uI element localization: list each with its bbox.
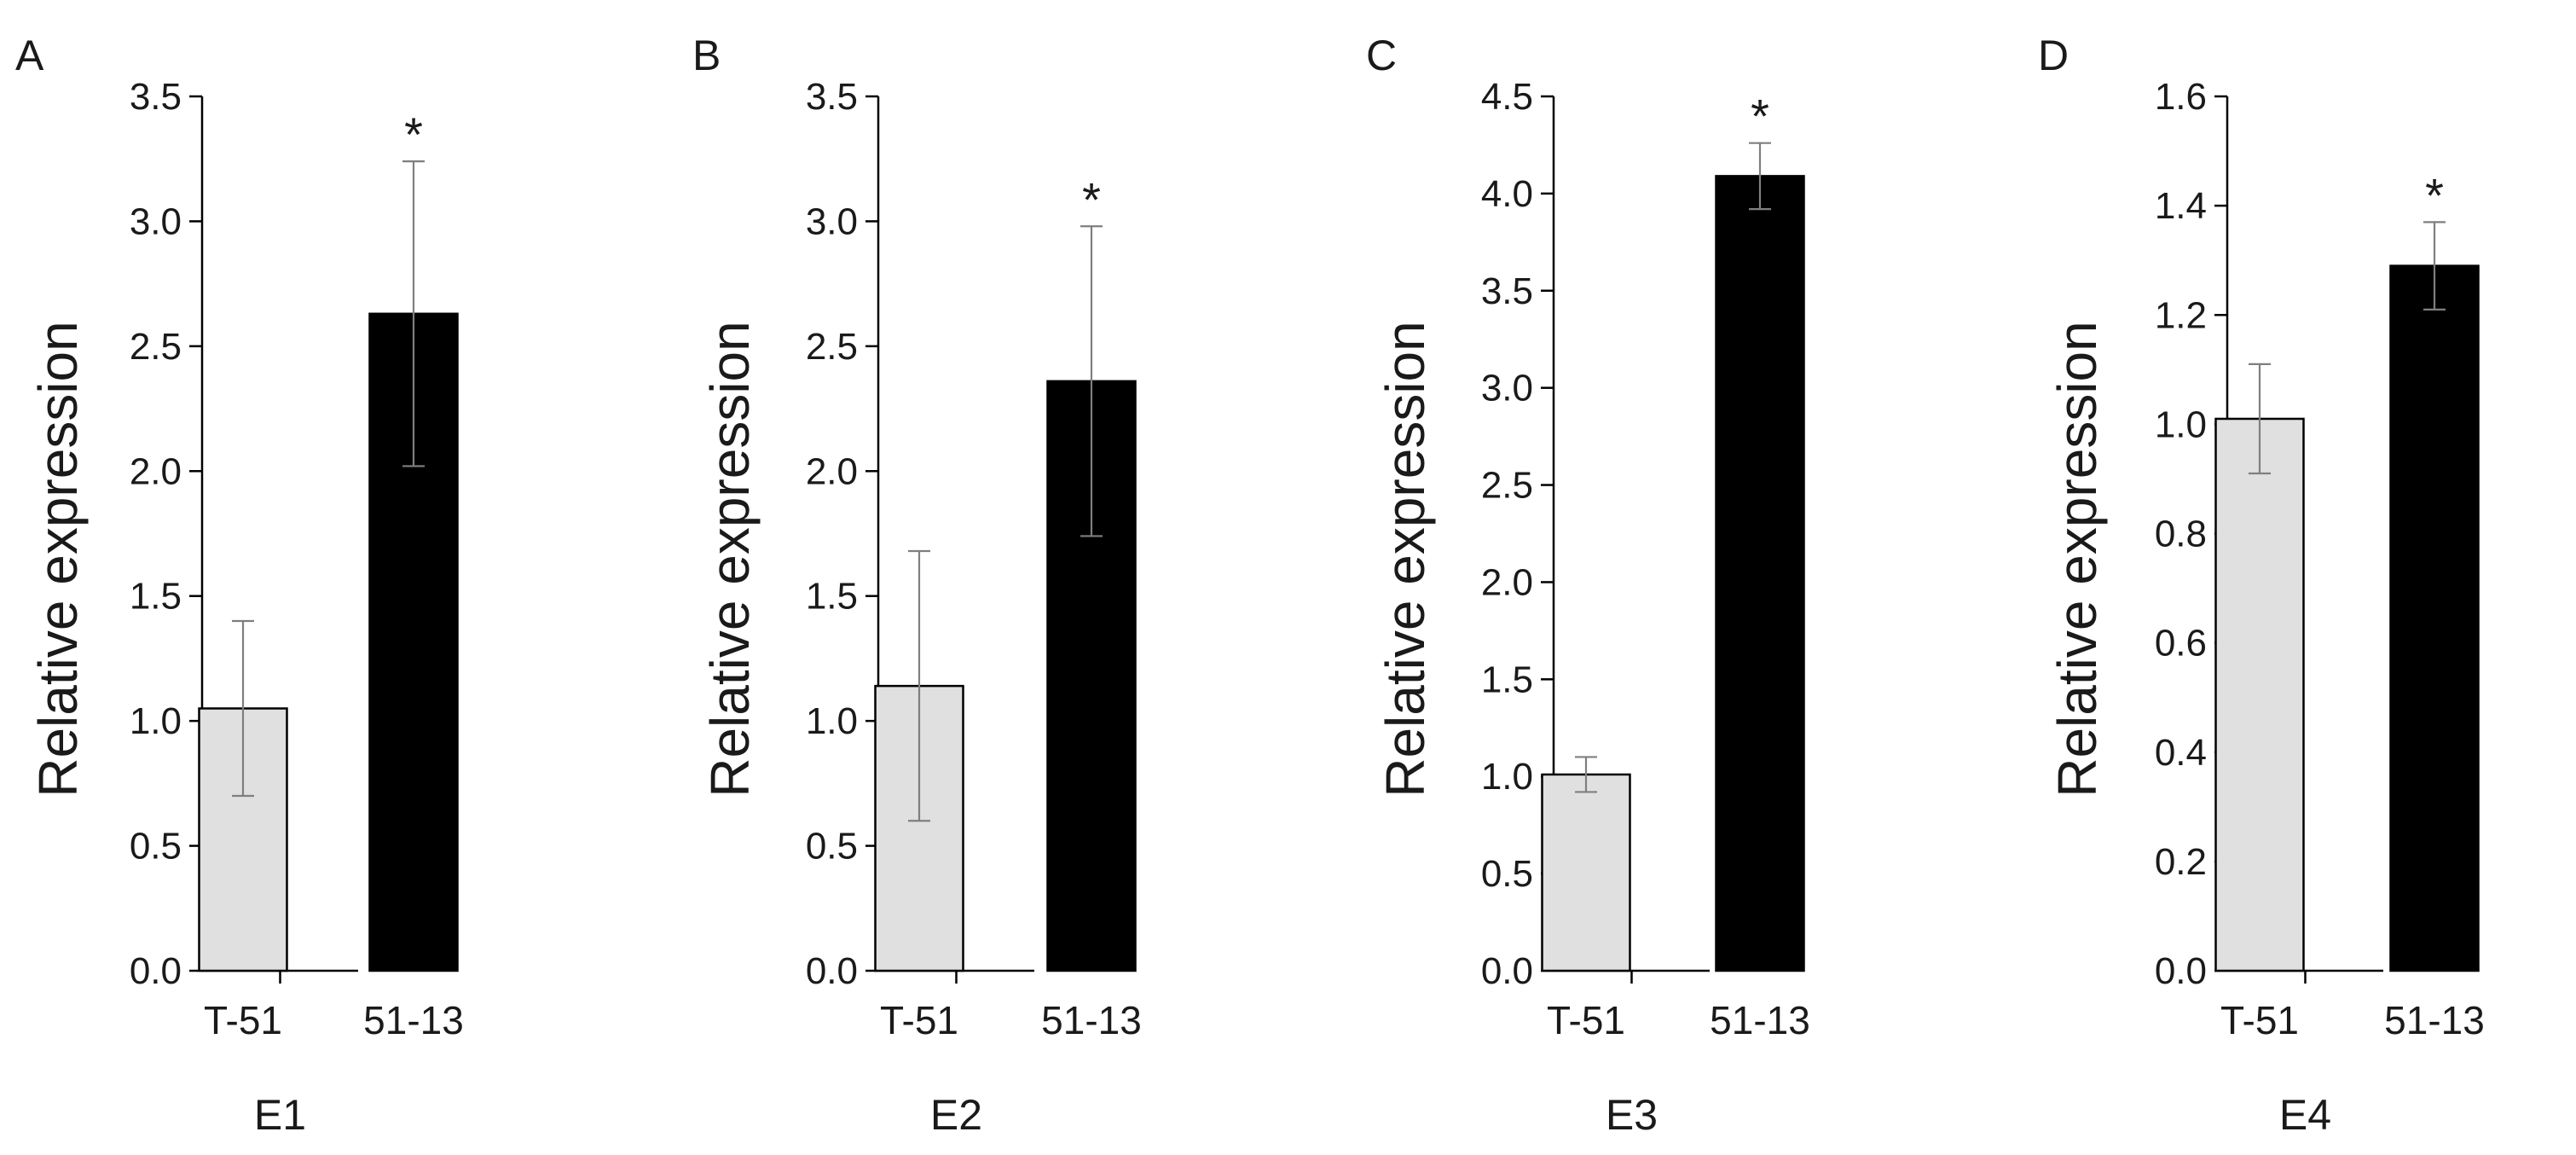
chart-b-y-tick-label: 3.0 — [806, 200, 858, 242]
chart-b-panel-letter: B — [692, 32, 721, 79]
chart-a-y-tick-label: 3.5 — [130, 76, 182, 118]
chart-c-y-tick-label: 2.0 — [1481, 561, 1533, 603]
chart-c-y-axis-title: Relative expression — [1375, 321, 1436, 798]
chart-b-y-tick-label: 2.0 — [806, 450, 858, 492]
chart-a-y-tick-label: 1.0 — [130, 700, 182, 742]
chart-c-y-tick-label: 2.5 — [1481, 465, 1533, 507]
chart-a-x-axis-title: E1 — [254, 1091, 306, 1139]
chart-c-category-label: 51-13 — [1710, 998, 1810, 1042]
chart-a-panel-letter: A — [15, 32, 44, 79]
chart-d-bar-t51 — [2214, 417, 2305, 972]
chart-d-y-tick-label: 1.2 — [2155, 294, 2207, 336]
chart-c-y-tick-label: 3.5 — [1481, 270, 1533, 312]
chart-c: C 0.0 0.5 1.0 1.5 2.0 2.5 3.0 3.5 4.0 4.5 T-51 * 51-1… — [1366, 32, 1810, 1139]
chart-d-y-tick-label: 1.0 — [2155, 403, 2207, 445]
chart-c-y-tick-label: 0.5 — [1481, 853, 1533, 895]
chart-b-y-axis-title: Relative expression — [699, 321, 761, 798]
chart-d-panel-letter: D — [2038, 32, 2069, 79]
chart-b-y-tick-label: 3.5 — [806, 76, 858, 118]
chart-a-significance-mark: * — [404, 107, 423, 161]
chart-c-panel-letter: C — [1366, 32, 1397, 79]
chart-d-category-label: 51-13 — [2384, 998, 2485, 1042]
chart-c-y-tick-label: 3.0 — [1481, 368, 1533, 409]
chart-b-y-tick-label: 2.5 — [806, 326, 858, 368]
chart-d-y-tick-label: 0.4 — [2155, 732, 2207, 774]
chart-d-y-axis-title: Relative expression — [2046, 321, 2108, 798]
chart-b-category-label: T-51 — [880, 998, 958, 1042]
chart-c-y-tick-label: 0.0 — [1481, 950, 1533, 992]
chart-b-significance-mark: * — [1082, 172, 1101, 226]
chart-d-y-tick-label: 1.4 — [2155, 185, 2207, 227]
chart-b: B 0.0 0.5 1.0 1.5 2.0 2.5 3.0 3.5 T-51 * 51-13 Relat… — [692, 32, 1142, 1139]
chart-c-y-tick-label: 1.5 — [1481, 659, 1533, 700]
chart-d-y-tick-label: 0.8 — [2155, 514, 2207, 555]
chart-d-y-tick-label: 0.2 — [2155, 841, 2207, 883]
chart-a-y-tick-label: 0.0 — [130, 950, 182, 992]
chart-a-y-tick-label: 2.0 — [130, 450, 182, 492]
chart-c-category-label: T-51 — [1547, 998, 1625, 1042]
chart-a-y-tick-label: 0.5 — [130, 826, 182, 868]
chart-d-y-tick-label: 0.6 — [2155, 623, 2207, 665]
chart-b-y-tick-label: 0.5 — [806, 826, 858, 868]
chart-d: D 0.0 0.2 0.4 0.6 0.8 1.0 1.2 1.4 1.6 T-51 * 51-13 Re… — [2038, 32, 2485, 1139]
chart-b-y-tick-label: 1.5 — [806, 576, 858, 618]
chart-c-y-tick-label: 4.5 — [1481, 76, 1533, 118]
chart-b-category-label: 51-13 — [1041, 998, 1142, 1042]
chart-d-bar-5113 — [2389, 264, 2480, 972]
chart-c-bar-5113 — [1715, 175, 1805, 972]
chart-b-x-axis-title: E2 — [930, 1091, 982, 1139]
chart-d-y-tick-label: 1.6 — [2155, 76, 2207, 118]
chart-a: A 0.0 0.5 1.0 1.5 2.0 2.5 3.0 3.5 T-51 * 51-13 Relat… — [15, 32, 464, 1139]
chart-b-y-tick-label: 1.0 — [806, 700, 858, 742]
chart-a-category-label: T-51 — [204, 998, 282, 1042]
chart-c-y-tick-label: 1.0 — [1481, 756, 1533, 798]
chart-d-y-tick-label: 0.0 — [2155, 950, 2207, 992]
chart-c-significance-mark: * — [1751, 90, 1769, 143]
chart-b-y-tick-label: 0.0 — [806, 950, 858, 992]
chart-c-x-axis-title: E3 — [1606, 1091, 1658, 1139]
chart-c-bar-t51 — [1541, 773, 1631, 972]
chart-d-category-label: T-51 — [2220, 998, 2299, 1042]
chart-a-y-tick-label: 3.0 — [130, 200, 182, 242]
chart-c-y-tick-label: 4.0 — [1481, 173, 1533, 215]
chart-d-significance-mark: * — [2425, 168, 2444, 222]
chart-a-y-axis-title: Relative expression — [27, 321, 89, 798]
chart-a-category-label: 51-13 — [363, 998, 464, 1042]
chart-a-y-tick-label: 1.5 — [130, 576, 182, 618]
chart-d-x-axis-title: E4 — [2279, 1091, 2331, 1139]
chart-a-y-tick-label: 2.5 — [130, 326, 182, 368]
